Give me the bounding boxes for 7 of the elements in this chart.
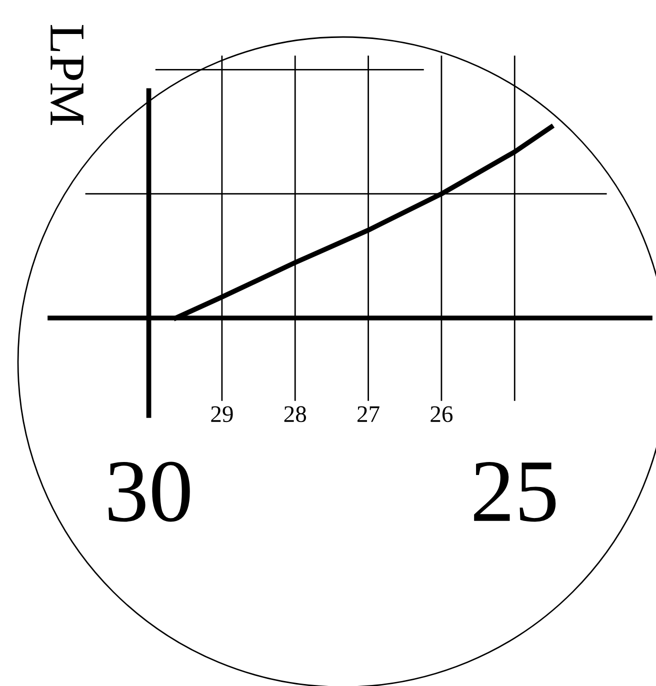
y-axis-title: LPM [50, 25, 84, 125]
x-tick-label: 28 [284, 406, 306, 422]
text: 25 [474, 462, 556, 522]
x-tick-label: 29 [211, 406, 233, 422]
text: 30 [108, 462, 190, 522]
x-tick-label: 26 [430, 406, 453, 422]
x-tick-label: 27 [358, 406, 380, 422]
